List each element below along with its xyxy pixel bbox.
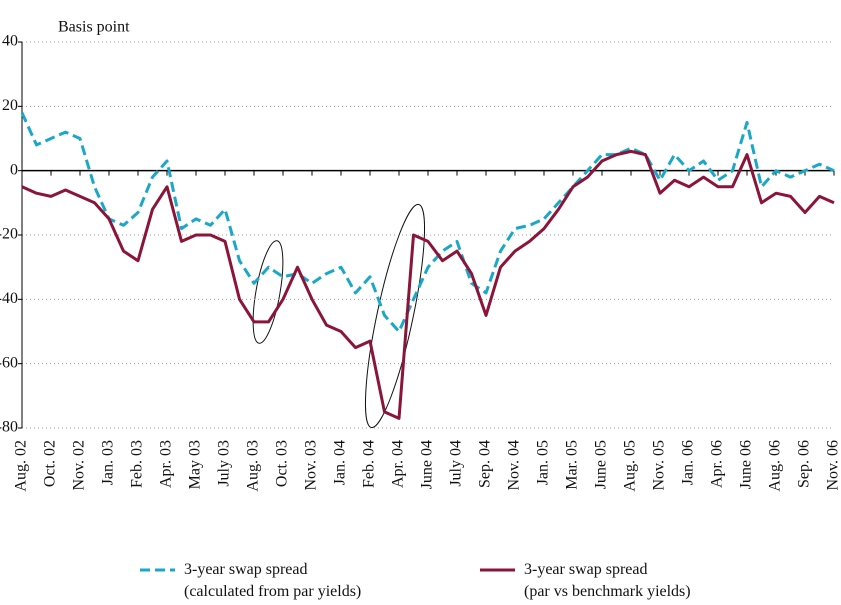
x-tick-label: Nov. 05 xyxy=(651,440,668,491)
x-tick-label: Oct. 02 xyxy=(42,440,59,487)
x-tick-label: Jan. 04 xyxy=(332,440,349,485)
x-tick-label: Apr. 03 xyxy=(158,440,175,488)
y-axis-label: Basis point xyxy=(58,19,130,36)
x-tick-label: June 04 xyxy=(419,440,436,489)
legend-label: 3-year swap spread (par vs benchmark yiel… xyxy=(524,561,691,600)
x-tick-label: Apr. 06 xyxy=(709,440,726,488)
x-tick-label: Oct. 03 xyxy=(274,440,291,487)
y-tick-label: 0 xyxy=(10,161,18,178)
annotation-ellipse xyxy=(252,240,284,344)
y-tick-label: -80 xyxy=(0,419,18,436)
x-tick-label: Feb. 03 xyxy=(129,440,146,488)
x-tick-label: Aug. 03 xyxy=(245,440,262,492)
annotation-ellipse xyxy=(364,203,426,429)
x-tick-label: Apr. 04 xyxy=(390,440,407,488)
x-tick-label: Sep. 04 xyxy=(477,440,494,488)
x-tick-label: June 06 xyxy=(738,440,755,489)
y-tick-label: 20 xyxy=(2,97,18,114)
x-tick-label: Nov. 04 xyxy=(506,440,523,491)
x-tick-label: Mar. 05 xyxy=(564,440,581,490)
x-tick-label: Jan. 06 xyxy=(680,440,697,485)
y-tick-label: -40 xyxy=(0,290,18,307)
x-tick-label: Aug. 02 xyxy=(13,440,30,492)
x-tick-label: July 04 xyxy=(448,440,465,487)
x-tick-label: Aug. 06 xyxy=(767,440,784,492)
x-tick-label: Nov. 02 xyxy=(71,440,88,491)
x-tick-label: May 03 xyxy=(187,440,204,489)
y-tick-label: -20 xyxy=(0,226,18,243)
legend-label: 3-year swap spread (calculated from par y… xyxy=(184,561,361,600)
y-tick-label: 40 xyxy=(2,33,18,50)
x-tick-label: Nov. 06 xyxy=(825,440,841,491)
series-line xyxy=(20,112,835,333)
x-tick-label: Aug. 05 xyxy=(622,440,639,492)
x-tick-label: June 05 xyxy=(593,440,610,489)
x-tick-label: Jan. 03 xyxy=(100,440,117,485)
x-tick-label: Feb. 04 xyxy=(361,440,378,488)
legend: 3-year swap spread (calculated from par y… xyxy=(140,561,691,600)
series-line xyxy=(21,149,835,420)
x-tick-label: Sep. 06 xyxy=(796,440,813,488)
x-tick-label: Nov. 03 xyxy=(303,440,320,491)
x-tick-label: Jan. 05 xyxy=(535,440,552,485)
x-tick-label: July 03 xyxy=(216,440,233,487)
y-tick-label: -60 xyxy=(0,354,18,371)
